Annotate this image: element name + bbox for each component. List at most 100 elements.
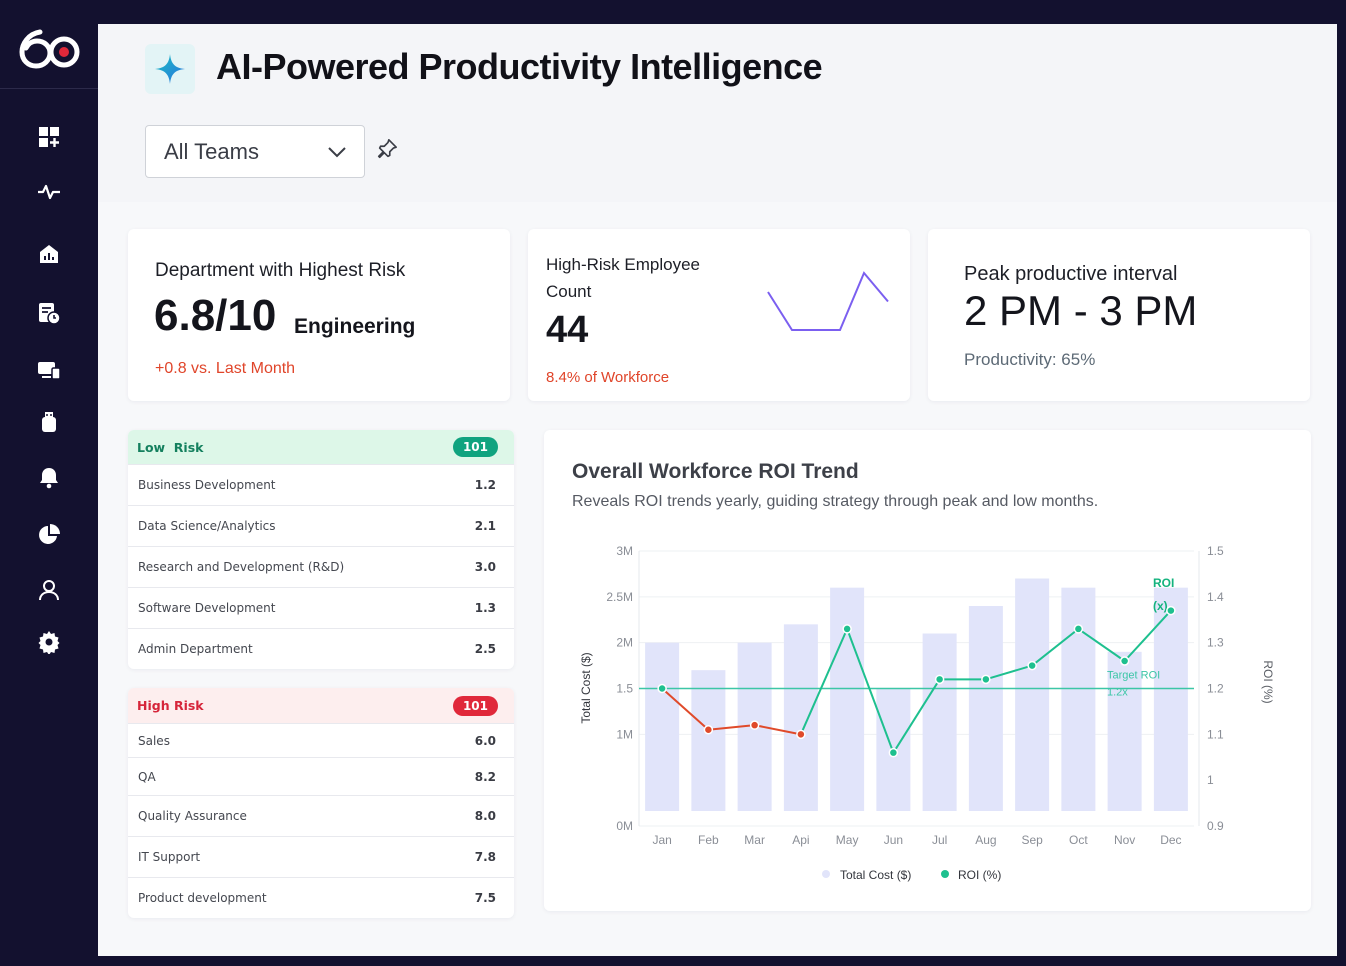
list-item[interactable]: Admin Department 2.5	[128, 628, 514, 669]
right-tick-label: 1.3	[1207, 636, 1224, 650]
pie-chart-icon[interactable]	[33, 519, 65, 551]
right-tick-label: 0.9	[1207, 819, 1224, 833]
left-axis-label: Total Cost ($)	[579, 652, 593, 723]
department-score: 8.0	[474, 809, 496, 823]
roi-chart: 0M 1M 1.5 2M 2.5M 3M 0.9 1 1.1 1.2 1.3 1.4 1.5 Total …	[579, 544, 1275, 882]
app-logo[interactable]	[18, 26, 84, 70]
roi-line-segment	[708, 724, 755, 731]
x-tick-label: Jan	[652, 833, 671, 847]
roi-point	[842, 624, 852, 634]
cost-bar	[922, 633, 957, 811]
department-score: 8.2	[474, 769, 496, 784]
peak-interval-title: Peak productive interval	[964, 263, 1178, 285]
sparkline-path	[767, 271, 889, 331]
list-item[interactable]: Software Development 1.3	[128, 587, 514, 628]
right-tick-label: 1.1	[1207, 727, 1224, 741]
roi-line-segment	[892, 678, 941, 754]
roi-line-segment	[1077, 628, 1126, 662]
high-risk-count-title-2: Count	[546, 282, 592, 301]
roi-annotation-unit: (x)	[1153, 599, 1168, 613]
peak-interval-value: 2 PM - 3 PM	[964, 287, 1198, 334]
roi-line-segment	[1123, 609, 1172, 662]
roi-line-segment	[1031, 628, 1079, 667]
cost-bar	[1107, 651, 1142, 811]
left-tick-label: 2.5M	[606, 590, 633, 604]
highest-risk-delta: +0.8 vs. Last Month	[155, 360, 296, 377]
pin-icon[interactable]	[376, 138, 398, 160]
chart-subtitle: Reveals ROI trends yearly, guiding strat…	[572, 493, 1099, 510]
report-clock-icon[interactable]	[33, 297, 65, 329]
main-content: AI-Powered Productivity Intelligence All…	[98, 24, 1337, 956]
legend-cost-swatch	[822, 870, 830, 878]
gear-icon[interactable]	[33, 626, 65, 658]
list-item[interactable]: Business Development 1.2	[128, 464, 514, 505]
usb-drive-icon[interactable]	[33, 406, 65, 438]
bell-icon[interactable]	[33, 462, 65, 494]
department-name: Research and Development (R&D)	[138, 560, 345, 574]
ai-sparkle-badge	[145, 44, 195, 94]
high-risk-list: High Risk 101 Sales 6.0 QA 8.2 Quality Ass…	[128, 688, 514, 918]
legend-roi-label: ROI (%)	[958, 868, 1001, 882]
department-score: 7.8	[474, 850, 496, 864]
high-risk-sparkline	[767, 271, 889, 331]
team-select-value: All Teams	[164, 138, 259, 164]
user-icon[interactable]	[33, 574, 65, 606]
department-name: Software Development	[138, 601, 276, 615]
roi-line-segment	[799, 628, 849, 735]
department-score: 7.5	[474, 891, 496, 905]
devices-icon[interactable]	[33, 354, 65, 386]
roi-point	[888, 747, 899, 758]
list-item[interactable]: Data Science/Analytics 2.1	[128, 505, 514, 546]
list-item[interactable]: Product development 7.5	[128, 877, 514, 918]
department-score: 2.5	[474, 642, 496, 656]
list-item[interactable]: QA 8.2	[128, 757, 514, 795]
roi-annotation: ROI	[1153, 576, 1174, 590]
department-name: Product development	[138, 891, 267, 905]
roi-point	[703, 725, 714, 735]
roi-line-segment	[754, 724, 802, 736]
analytics-building-icon[interactable]	[33, 238, 65, 270]
list-item[interactable]: Quality Assurance 8.0	[128, 795, 514, 836]
cost-bar	[1061, 587, 1096, 811]
x-tick-label: Mar	[744, 833, 765, 847]
list-item[interactable]: IT Support 7.8	[128, 836, 514, 877]
legend-cost-label: Total Cost ($)	[840, 868, 911, 882]
department-score: 1.2	[474, 478, 496, 492]
chevron-down-icon	[328, 146, 346, 157]
roi-line-segment	[661, 687, 710, 731]
department-score: 3.0	[474, 560, 496, 574]
high-risk-count-pct: 8.4% of Workforce	[546, 369, 670, 386]
right-tick-label: 1.2	[1207, 682, 1224, 696]
dashboard-add-icon[interactable]	[33, 121, 65, 153]
x-tick-label: Api	[792, 833, 809, 847]
sidebar	[0, 0, 98, 966]
right-tick-label: 1.4	[1207, 590, 1224, 604]
department-name: Admin Department	[138, 642, 253, 656]
x-tick-label: Oct	[1069, 833, 1088, 847]
roi-line-segment	[846, 628, 895, 754]
roi-point	[749, 720, 760, 730]
low-risk-count-badge: 101	[452, 437, 498, 457]
peak-productivity: Productivity: 65%	[964, 350, 1096, 369]
page-title: AI-Powered Productivity Intelligence	[216, 46, 823, 87]
activity-pulse-icon[interactable]	[33, 176, 65, 208]
low-risk-list: Low Risk 101 Business Development 1.2 Dat…	[128, 430, 514, 669]
roi-trend-card: Overall Workforce ROI Trend Reveals ROI …	[544, 430, 1311, 911]
high-risk-count-card: High-Risk Employee Count 44 8.4% of Work…	[528, 229, 910, 401]
x-tick-label: Jul	[932, 833, 947, 847]
x-tick-label: Feb	[698, 833, 719, 847]
list-item[interactable]: Sales 6.0	[128, 723, 514, 757]
legend-roi-swatch	[941, 870, 949, 878]
x-tick-label: May	[836, 833, 859, 847]
high-risk-label: High Risk	[137, 698, 204, 713]
list-item[interactable]: Research and Development (R&D) 3.0	[128, 546, 514, 587]
right-tick-label: 1	[1207, 773, 1214, 787]
team-select[interactable]: All Teams	[145, 125, 365, 178]
x-tick-label: Aug	[975, 833, 996, 847]
high-risk-count-badge: 101	[452, 695, 498, 716]
chart-title: Overall Workforce ROI Trend	[572, 460, 859, 483]
department-name: Sales	[138, 733, 170, 748]
left-tick-label: 0M	[616, 819, 633, 833]
department-score: 6.0	[474, 733, 496, 748]
low-risk-header: Low Risk 101	[128, 430, 514, 464]
